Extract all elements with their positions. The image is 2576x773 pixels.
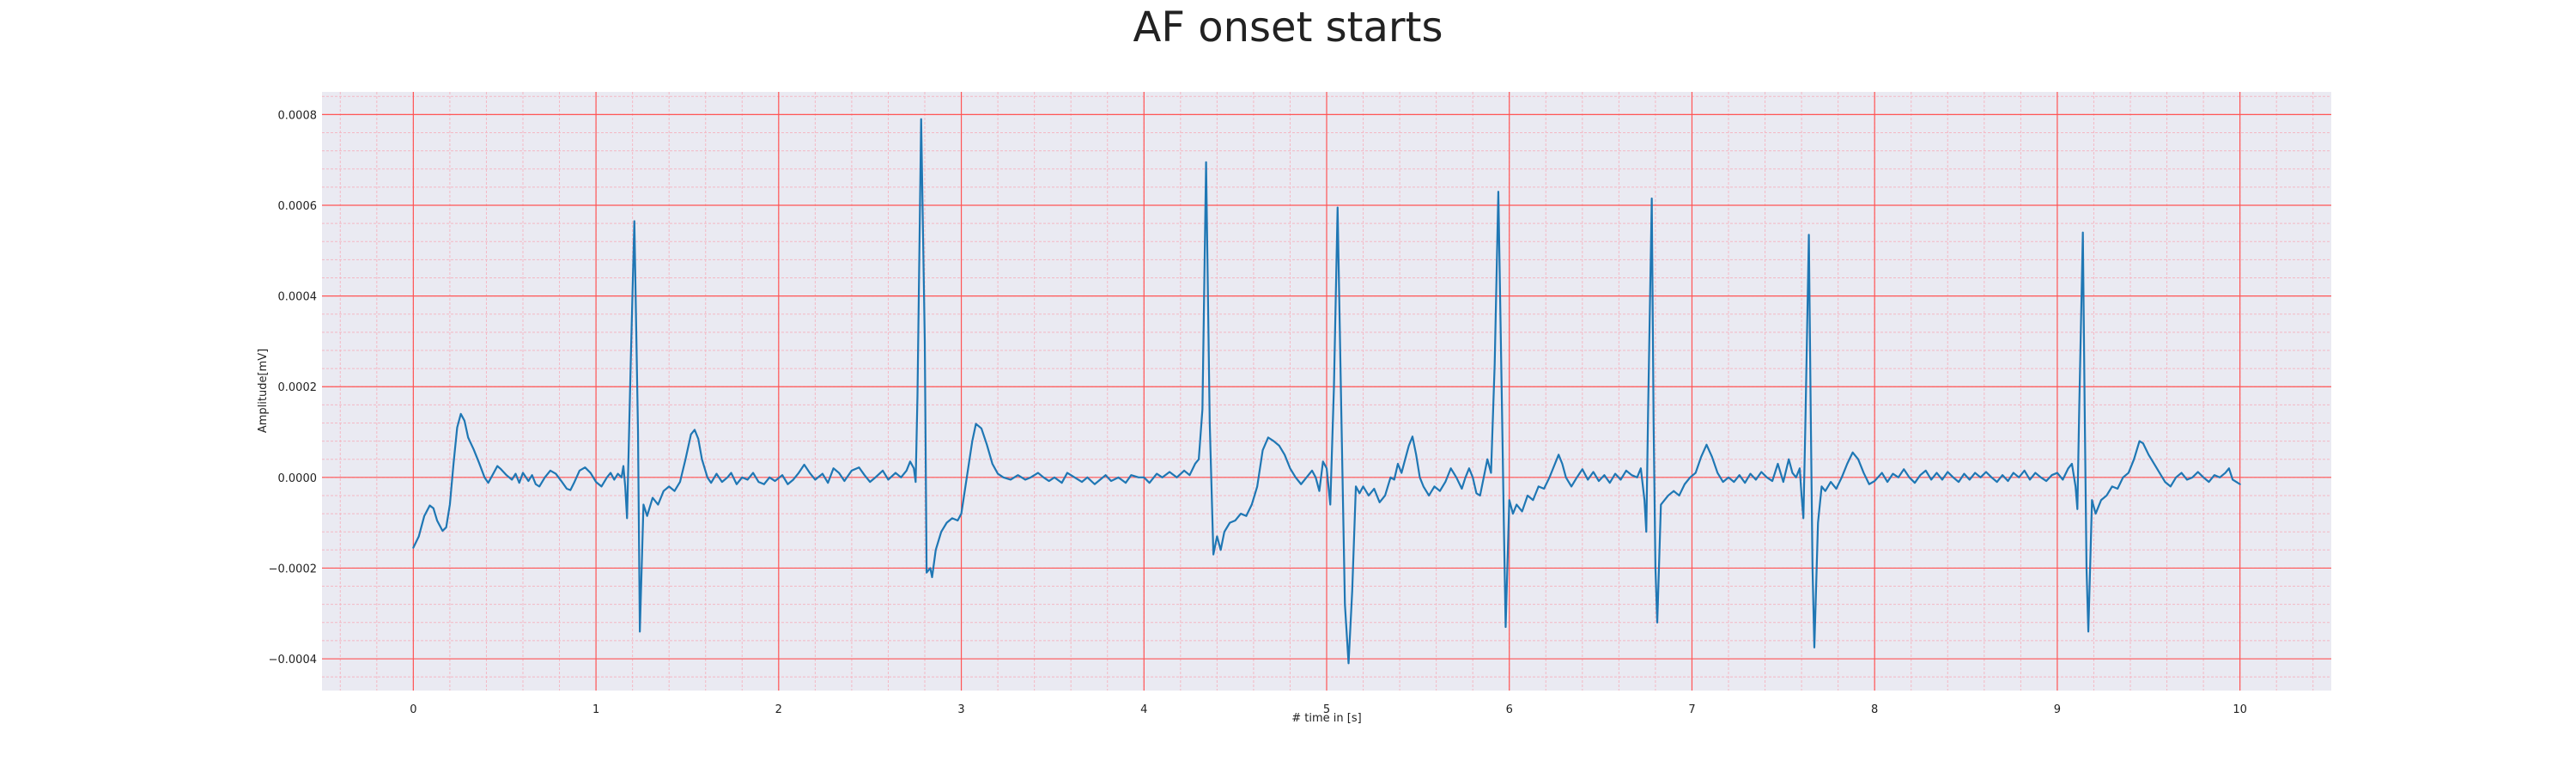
y-tick-label: 0.0002 [278,381,318,394]
x-tick-label: 5 [1323,703,1330,716]
x-tick-label: 1 [592,703,599,716]
x-axis-ticks: 0 1 2 3 4 5 6 7 8 9 10 [410,703,2247,716]
y-tick-label: 0.0008 [278,109,318,122]
x-tick-label: 7 [1688,703,1695,716]
y-tick-label: 0.0006 [278,200,318,213]
x-tick-label: 9 [2054,703,2061,716]
x-axis-label: # time in [s] [1291,712,1361,725]
x-tick-label: 2 [775,703,782,716]
major-grid [322,92,2331,691]
y-axis-label: Amplitude[mV] [257,349,270,433]
x-tick-label: 8 [1871,703,1878,716]
y-tick-label: −0.0004 [269,654,317,666]
chart-title: AF onset starts [1133,3,1443,52]
series-layer [412,118,2241,665]
y-axis-ticks: −0.0004 −0.0002 0.0000 0.0002 0.0004 0.0006 0.… [269,109,317,666]
y-tick-label: 0.0000 [278,472,318,485]
ecg-series-line [412,118,2241,665]
x-tick-label: 4 [1140,703,1147,716]
y-tick-label: 0.0004 [278,291,318,304]
x-tick-label: 0 [410,703,416,716]
y-tick-label: −0.0002 [269,563,317,575]
x-tick-label: 3 [957,703,964,716]
x-tick-label: 10 [2233,703,2247,716]
x-tick-label: 6 [1506,703,1513,716]
